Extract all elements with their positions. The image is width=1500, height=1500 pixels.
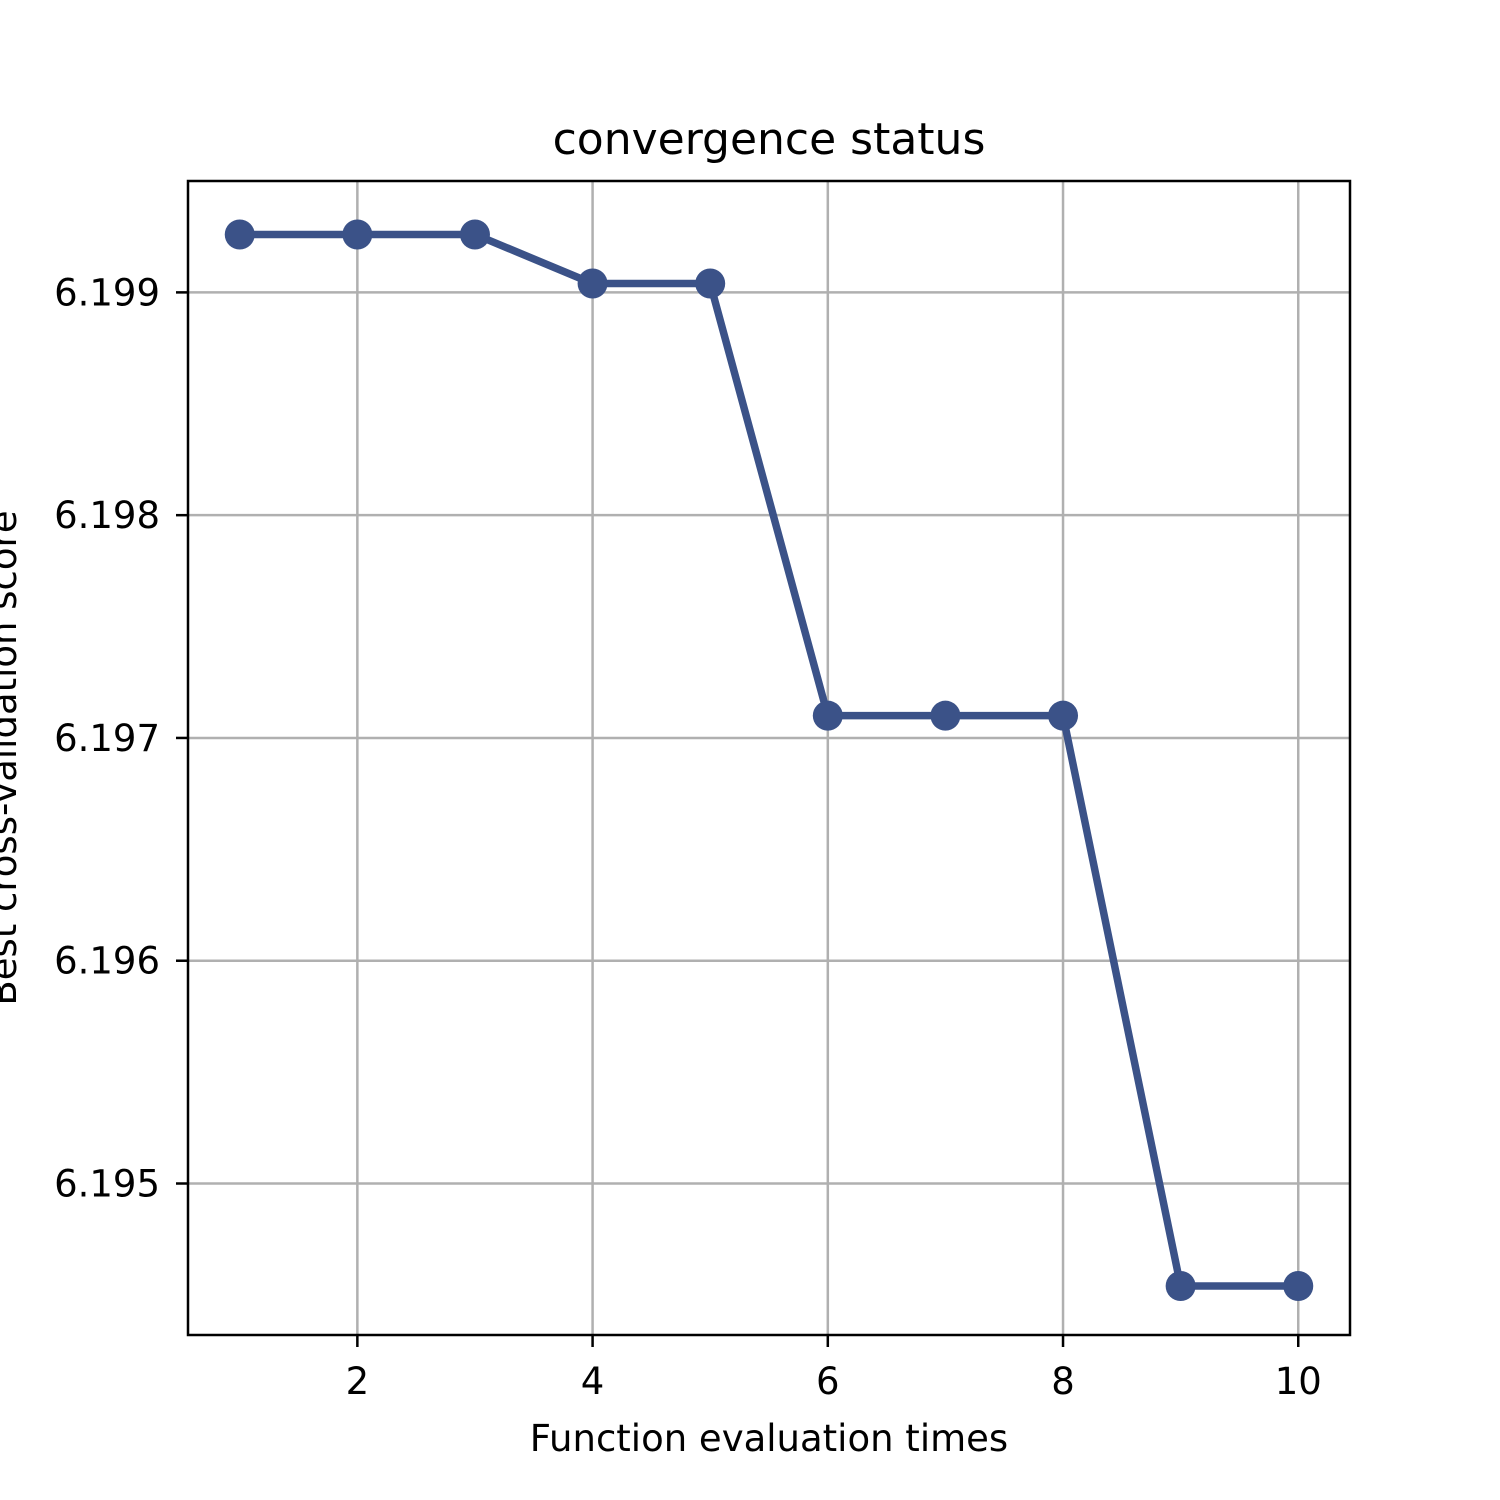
data-point bbox=[459, 219, 490, 250]
y-tick-label: 6.199 bbox=[54, 271, 160, 314]
x-tick-label: 6 bbox=[816, 1360, 840, 1403]
y-tick-label: 6.195 bbox=[54, 1163, 160, 1206]
ticks: 2 4 6 8 10 6.195 6.196 6.197 6.198 6.199 bbox=[54, 271, 1322, 1403]
data-point bbox=[1165, 1270, 1196, 1301]
series-layer bbox=[224, 219, 1314, 1301]
data-point bbox=[224, 219, 255, 250]
data-point bbox=[1283, 1270, 1314, 1301]
data-point bbox=[577, 268, 608, 299]
data-point bbox=[930, 700, 961, 731]
chart-title: convergence status bbox=[553, 114, 986, 165]
data-point bbox=[812, 700, 843, 731]
x-tick-label: 4 bbox=[581, 1360, 605, 1403]
x-tick-label: 2 bbox=[346, 1360, 370, 1403]
plot-frame bbox=[186, 179, 1352, 1337]
data-point bbox=[342, 219, 373, 250]
grid bbox=[188, 181, 1350, 1335]
data-point bbox=[1048, 700, 1079, 731]
y-tick-label: 6.196 bbox=[54, 940, 160, 983]
x-tick-label: 8 bbox=[1051, 1360, 1075, 1403]
y-tick-label: 6.197 bbox=[54, 717, 160, 760]
y-tick-label: 6.198 bbox=[54, 494, 160, 537]
x-tick-label: 10 bbox=[1275, 1360, 1322, 1403]
x-axis-label: Function evaluation times bbox=[530, 1417, 1008, 1460]
series-line bbox=[239, 230, 1299, 1290]
data-point bbox=[695, 268, 726, 299]
y-axis-label: Best cross-validation score bbox=[0, 510, 25, 1005]
